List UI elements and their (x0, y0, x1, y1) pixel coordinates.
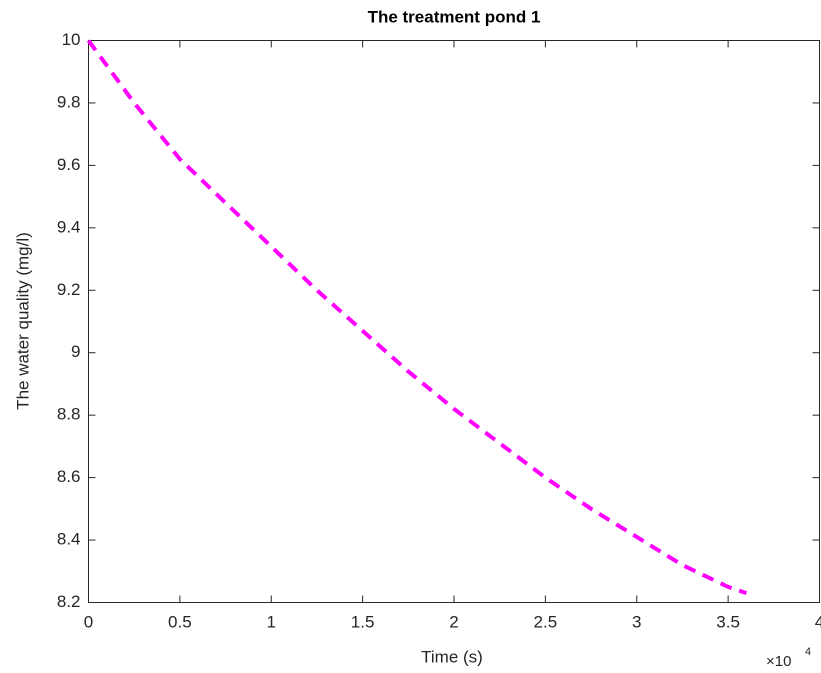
y-tick-label: 9.4 (57, 217, 81, 236)
y-tick-label: 8.6 (57, 467, 81, 486)
y-tick-label: 9.6 (57, 155, 81, 174)
data-line (86, 39, 748, 596)
x-tick-label: 3.5 (716, 612, 740, 631)
plot-frame (88, 40, 820, 603)
y-tick-label: 9.2 (57, 280, 81, 299)
x-tick-label: 0.5 (168, 612, 192, 631)
y-axis-label: The water quality (mg/l) (13, 232, 32, 410)
y-tick-label: 10 (62, 30, 81, 49)
y-tick-label: 9.8 (57, 92, 81, 111)
x-multiplier-exponent: 4 (805, 646, 811, 658)
y-tick-label: 8.8 (57, 405, 81, 424)
x-tick-label: 0 (84, 612, 93, 631)
x-tick-label: 3 (632, 612, 641, 631)
x-tick-label: 2 (449, 612, 458, 631)
y-tick-label: 8.2 (57, 592, 81, 611)
x-tick-label: 1 (267, 612, 276, 631)
chart-title: The treatment pond 1 (368, 7, 541, 26)
x-tick-label: 1.5 (351, 612, 375, 631)
y-tick-label: 8.4 (57, 530, 81, 549)
x-multiplier: ×10 (766, 653, 791, 670)
y-tick-label: 9 (71, 342, 80, 361)
x-tick-label: 2.5 (534, 612, 558, 631)
x-tick-label: 4 (815, 612, 821, 631)
x-axis-label: Time (s) (421, 647, 483, 666)
